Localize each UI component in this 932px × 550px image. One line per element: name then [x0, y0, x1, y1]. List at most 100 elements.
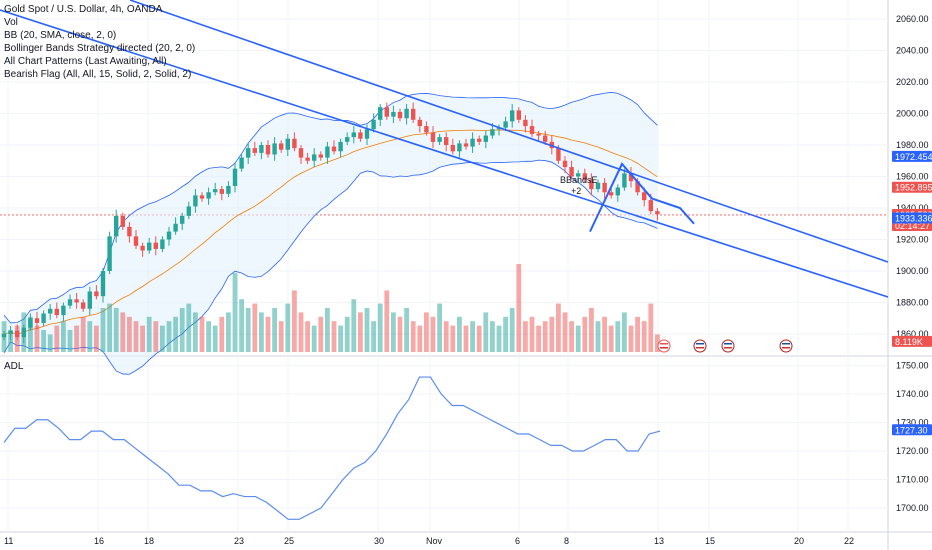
legend-title[interactable]: Gold Spot / U.S. Dollar, 4h, OANDA	[4, 4, 163, 15]
volume-bar	[404, 308, 409, 352]
volume-bar	[509, 308, 515, 352]
candle-body	[107, 236, 112, 271]
legend-bearish-flag[interactable]: Bearish Flag (All, All, 15, Solid, 2, So…	[4, 69, 192, 80]
candle-body	[246, 148, 251, 158]
candle-body	[166, 231, 172, 240]
price-tick-label: 1860.00	[896, 329, 929, 339]
volume-bar	[556, 303, 561, 352]
volume-bar	[430, 316, 436, 352]
event-flag-icon[interactable]	[693, 339, 707, 353]
candle-body	[48, 308, 53, 314]
candle-body	[457, 143, 462, 152]
candle-body	[470, 138, 475, 147]
volume-bar	[47, 334, 53, 352]
candle-body	[160, 239, 165, 249]
volume-bar	[615, 321, 621, 352]
candle-body	[569, 167, 574, 177]
price-axis[interactable]: 1860.00 1880.00 1900.00 1920.00 1940.00 1960.…	[896, 14, 929, 513]
volume-bar	[595, 321, 601, 352]
event-flag-icon[interactable]	[779, 339, 793, 353]
bearish-flag-pattern	[589, 162, 695, 233]
price-tick-label: 1880.00	[896, 297, 929, 307]
adl-pane-label[interactable]: ADL	[4, 361, 24, 372]
price-tick-label: 1980.00	[896, 140, 929, 150]
candle-body	[180, 215, 185, 224]
volume-bar	[325, 308, 330, 352]
volume-bar	[622, 312, 627, 352]
price-tag-label: 8.119K	[895, 337, 923, 347]
volume-bar	[226, 312, 231, 352]
volume-bar	[219, 316, 225, 352]
legend-bb[interactable]: BB (20, SMA, close, 2, 0)	[4, 30, 117, 41]
legend-patterns[interactable]: All Chart Patterns (Last Awaiting, All)	[4, 56, 167, 67]
event-flag-icon[interactable]	[657, 339, 671, 353]
legend-bb-strategy[interactable]: Bollinger Bands Strategy directed (20, 2…	[4, 43, 196, 54]
volume-bar	[199, 316, 205, 352]
candle-body	[67, 299, 73, 306]
volume-bar	[34, 325, 40, 352]
volume-bar	[160, 325, 165, 352]
candle-body	[318, 154, 323, 158]
volume-bar	[582, 316, 588, 352]
bb-basis	[3, 129, 658, 335]
adl-tag-label: 1727.30	[895, 425, 928, 435]
candle-body	[483, 135, 488, 142]
candle-body	[219, 189, 224, 194]
event-flag-stripe	[660, 343, 668, 345]
candle-body	[391, 111, 396, 117]
candle-body	[364, 129, 370, 139]
volume-bar	[127, 316, 132, 352]
time-axis[interactable]: 11 16 18 23 25 30 Nov 6 8 13 15 20 22	[4, 536, 854, 546]
volume-bar	[536, 325, 541, 352]
volume-bar	[285, 303, 291, 352]
price-tick-label: 1900.00	[896, 266, 929, 276]
volume-bar	[113, 308, 119, 352]
candle-body	[226, 185, 231, 194]
volume-bar	[74, 325, 79, 352]
price-tag-label: 1972.454	[895, 152, 932, 162]
candle-body	[444, 137, 449, 146]
price-tick-label: 1920.00	[896, 234, 929, 244]
volume-bar	[470, 321, 475, 352]
adl-polyline	[3, 376, 661, 520]
candle-body	[351, 132, 356, 138]
candle-body	[417, 119, 422, 127]
volume-bar	[648, 303, 654, 352]
candle-body	[655, 211, 660, 215]
candle-body	[298, 148, 304, 158]
volume-bar	[186, 303, 192, 352]
price-tag-label: 1933.336	[895, 213, 932, 223]
legend-vol[interactable]: Vol	[4, 17, 18, 28]
candle-body	[648, 200, 653, 212]
event-flag-icon[interactable]	[721, 339, 735, 353]
candle-body	[34, 318, 40, 323]
economic-events[interactable]	[657, 339, 793, 353]
volume-bar	[358, 312, 363, 352]
candle-body	[503, 121, 508, 128]
event-flag-stripe	[782, 343, 790, 345]
candle-body	[331, 146, 337, 152]
adl-line	[3, 376, 661, 520]
time-tick-label: 22	[844, 536, 854, 546]
candle-body	[94, 291, 99, 297]
volume-bar	[589, 308, 594, 352]
candle-body	[582, 173, 587, 180]
candle-body	[239, 157, 244, 169]
volume-bar	[193, 312, 198, 352]
candle-body	[589, 179, 594, 190]
time-tick-label: 6	[515, 536, 520, 546]
adl-tick-label: 1730.00	[896, 418, 929, 428]
volume-bar	[298, 312, 304, 352]
time-tick-label: 11	[4, 536, 13, 546]
volume-bar	[529, 316, 535, 352]
candle-body	[133, 236, 139, 246]
price-tag-bg	[892, 150, 932, 162]
candle-body	[338, 141, 343, 152]
candle-body	[490, 129, 495, 136]
candle-body	[285, 138, 290, 150]
candle-body	[556, 148, 561, 161]
channel-lower	[0, 9, 889, 298]
candle-body	[609, 192, 614, 196]
volume-bar	[384, 290, 390, 352]
